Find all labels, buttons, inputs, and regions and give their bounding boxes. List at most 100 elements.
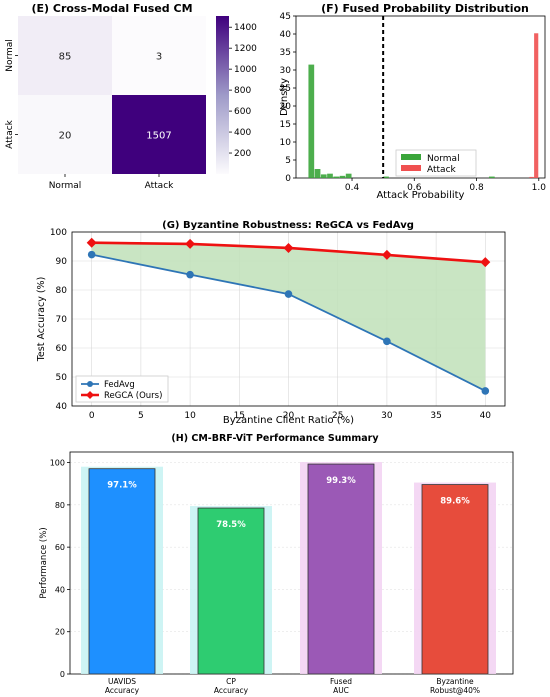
y-tick-label: 40 [56,402,68,412]
x-tick-label: 5 [138,411,144,421]
bar-value-label: 89.6% [440,497,470,507]
y-tick-label: 10 [280,138,292,148]
legend-swatch [401,165,421,171]
histogram-bar-normal [320,174,327,178]
heatmap-cell [112,95,206,174]
plot-frame [69,451,514,675]
x-tick-label: 0.6 [407,183,422,193]
colorbar-tick-label: 800 [234,86,251,96]
gap-shaded-area [91,242,486,391]
y-tick-label: 60 [55,543,65,552]
fedavg-point [284,290,293,298]
heatmap-cell-value: 1507 [146,131,171,142]
x-tick-label: 35 [430,411,441,421]
bar-value-label: 78.5% [216,520,246,530]
y-axis-label: Performance (%) [39,527,49,598]
y-tick-label: 30 [280,66,292,76]
legend-label: FedAvg [104,380,135,390]
y-tick-label: 70 [56,315,68,325]
y-tick-label: 90 [56,257,68,267]
histogram-bar-normal [345,173,352,178]
x-tick-label: Fused [330,677,352,686]
histogram-bar-normal [383,176,389,178]
regca-point [185,238,196,249]
x-tick-label: CP [226,677,236,686]
colorbar-tick-label: 600 [234,107,251,117]
panel-g-robustness-line-chart: (G) Byzantine Robustness: ReGCA vs FedAv… [36,220,506,426]
y-tick-label: 60 [56,344,68,354]
bar-value-label: 99.3% [326,476,356,486]
x-tick-label: 25 [332,411,343,421]
histogram-bar-attack [534,33,539,178]
legend-marker-fedavg [87,381,93,387]
y-tick-label: 100 [50,459,65,468]
legend-label: ReGCA (Ours) [104,391,162,401]
x-tick-label: 10 [184,411,196,421]
x-tick-label: 1.0 [532,183,547,193]
heatmap-col-label: Attack [145,181,175,191]
x-tick-label: Accuracy [105,686,140,695]
heatmap-cell-value: 20 [59,131,72,142]
fedavg-point [87,250,96,259]
fedavg-point [186,270,194,279]
histogram-bar-normal [308,64,315,178]
heatmap-cell [18,95,112,174]
x-tick-label: 0.8 [469,183,484,193]
colorbar-tick-label: 400 [234,128,251,138]
bar [421,484,489,675]
y-tick-label: 50 [56,373,68,383]
histogram-bar-normal [488,176,495,178]
panel-f-probability-histogram: (F) Fused Probability Distribution 0 5 10 15… [279,2,546,201]
y-tick-label: 100 [50,228,67,238]
x-tick-label: 0.4 [345,183,360,193]
x-tick-label: Byzantine [436,677,474,686]
legend-label: Normal [427,154,460,164]
bar [307,463,375,675]
y-tick-label: 15 [280,120,291,130]
legend-marker-regca [86,391,94,399]
y-axis-label: Test Accuracy (%) [36,277,47,363]
x-tick-label: UAVIDS [108,677,136,686]
plot-frame [71,231,506,407]
x-tick-label: AUC [333,686,349,695]
y-tick-label: 20 [280,102,292,112]
bar-value-label: 97.1% [107,481,137,491]
regca-point [480,257,491,268]
panel-g-title: (G) Byzantine Robustness: ReGCA vs FedAv… [162,220,414,231]
histogram-bar-normal [314,169,321,178]
x-tick-label: Robust@40% [430,686,480,695]
y-tick-label: 40 [55,585,65,594]
panel-h-title: (H) CM-BRF-ViT Performance Summary [171,433,379,444]
y-tick-label: 35 [280,48,291,58]
heatmap-cell [18,16,112,95]
x-axis-label: Byzantine Client Ratio (%) [223,415,354,426]
histogram-bar-normal [327,173,333,178]
colorbar-tick-label: 1000 [234,65,257,75]
x-tick-label: 20 [283,411,295,421]
y-tick-label: 5 [285,156,291,166]
y-tick-label: 80 [55,501,65,510]
plot-frame [295,15,546,179]
colorbar [216,16,229,174]
y-tick-label: 0 [285,174,291,184]
x-tick-label: 40 [480,411,492,421]
fedavg-point [481,387,490,395]
regca-point [381,249,392,260]
bar [197,507,265,675]
legend-label: Attack [427,165,457,175]
histogram-bar-attack [529,176,534,178]
panel-e-confusion-matrix: (E) Cross-Modal Fused CM 85 3 20 1507 Normal A… [5,2,257,191]
panel-h-performance-bar-chart: (H) CM-BRF-ViT Performance Summary 0 20 40 6… [39,433,514,695]
legend-swatch [401,154,421,160]
x-tick-label: 30 [381,411,393,421]
regca-point [283,242,294,253]
heatmap-col-label: Normal [49,181,82,191]
heatmap-cell-value: 3 [156,52,162,63]
heatmap-row-label: Normal [5,39,15,72]
y-tick-label: 40 [280,30,292,40]
y-tick-label: 80 [56,286,68,296]
y-tick-label: 45 [280,12,291,22]
heatmap-cell-value: 85 [59,52,72,63]
colorbar-tick-label: 1200 [234,44,257,54]
heatmap-cell [112,16,206,95]
